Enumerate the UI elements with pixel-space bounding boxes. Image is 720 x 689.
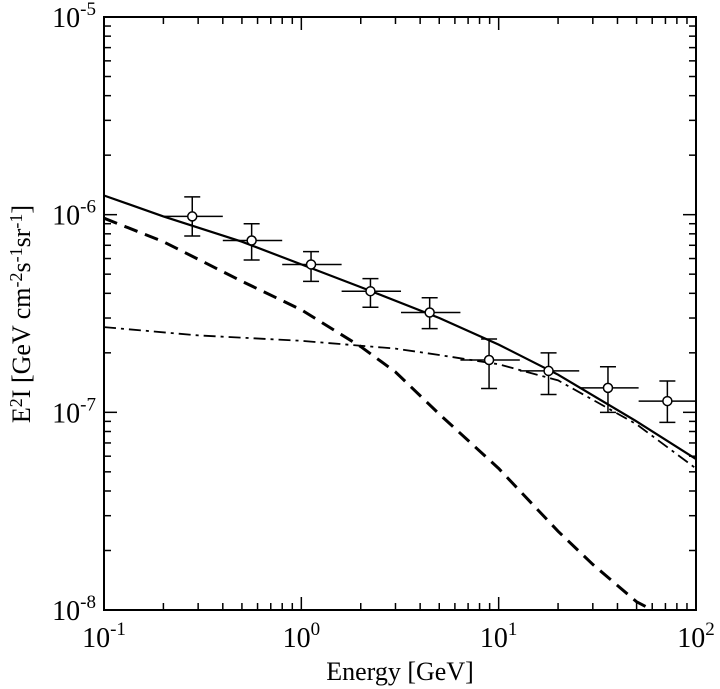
- data-point: [222, 222, 283, 261]
- series-total: [103, 194, 697, 461]
- data-marker: [662, 395, 673, 407]
- data-point: [401, 296, 461, 330]
- series-component-dashed: [103, 216, 653, 612]
- data-marker: [186, 211, 198, 222]
- data-point: [579, 366, 639, 414]
- data-point: [460, 338, 520, 390]
- x-tick-label: 10-1: [82, 619, 126, 654]
- data-marker: [602, 382, 614, 394]
- series-component-dashdot: [103, 326, 697, 470]
- x-tick-label: 102: [677, 619, 715, 654]
- data-marker: [424, 307, 435, 318]
- data-marker: [305, 259, 317, 270]
- y-tick-label: 10-5: [52, 0, 96, 34]
- data-point: [282, 250, 342, 283]
- data-point: [638, 380, 696, 424]
- data-marker: [483, 354, 495, 366]
- data-marker: [246, 235, 257, 246]
- x-tick-label: 101: [480, 619, 517, 654]
- x-axis-label: Energy [GeV]: [326, 657, 474, 686]
- y-tick-label: 10-8: [52, 592, 96, 627]
- data-point: [341, 277, 402, 309]
- data-marker: [365, 285, 376, 297]
- plot-layer: [103, 194, 697, 612]
- plot-frame: [103, 16, 697, 611]
- data-point: [519, 352, 580, 396]
- y-axis-label: E2I [GeV cm-2s-1sr-1]: [6, 205, 36, 423]
- data-point: [163, 196, 223, 237]
- y-tick-label: 10-6: [52, 197, 96, 232]
- x-tick-label: 100: [283, 619, 321, 654]
- axes-layer: 10-1 100 101 102 10-8 10-7 10-6 10-5: [52, 0, 715, 654]
- y-tick-label: 10-7: [52, 394, 96, 429]
- data-marker: [543, 365, 554, 377]
